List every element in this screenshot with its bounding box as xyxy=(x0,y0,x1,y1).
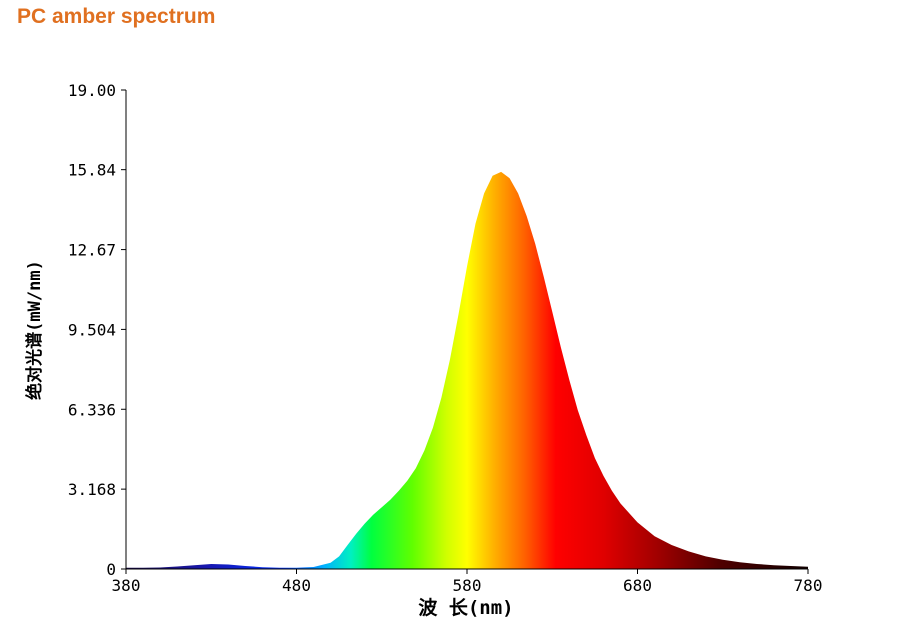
plot-area xyxy=(126,171,808,569)
x-tick-label: 480 xyxy=(282,576,311,595)
y-axis-title: 绝对光谱(mW/nm) xyxy=(24,260,45,400)
y-tick-label: 6.336 xyxy=(68,400,116,419)
y-tick-label: 9.504 xyxy=(68,320,116,339)
y-tick-label: 12.67 xyxy=(68,241,116,260)
y-tick-label: 3.168 xyxy=(68,480,116,499)
spectrum-area xyxy=(126,171,808,569)
x-tick-label: 580 xyxy=(453,576,482,595)
y-ticks: 0 3.168 6.336 9.504 12.67 15.84 19.00 xyxy=(68,81,126,579)
x-ticks: 380 480 580 680 780 xyxy=(112,569,823,595)
y-tick-label: 19.00 xyxy=(68,81,116,100)
y-tick-label: 0 xyxy=(106,560,116,579)
y-tick-label: 15.84 xyxy=(68,161,116,180)
x-tick-label: 680 xyxy=(623,576,652,595)
x-tick-label: 780 xyxy=(794,576,823,595)
x-tick-label: 380 xyxy=(112,576,141,595)
x-axis-title: 波 长(nm) xyxy=(418,596,513,619)
page-title: PC amber spectrum xyxy=(17,5,216,28)
